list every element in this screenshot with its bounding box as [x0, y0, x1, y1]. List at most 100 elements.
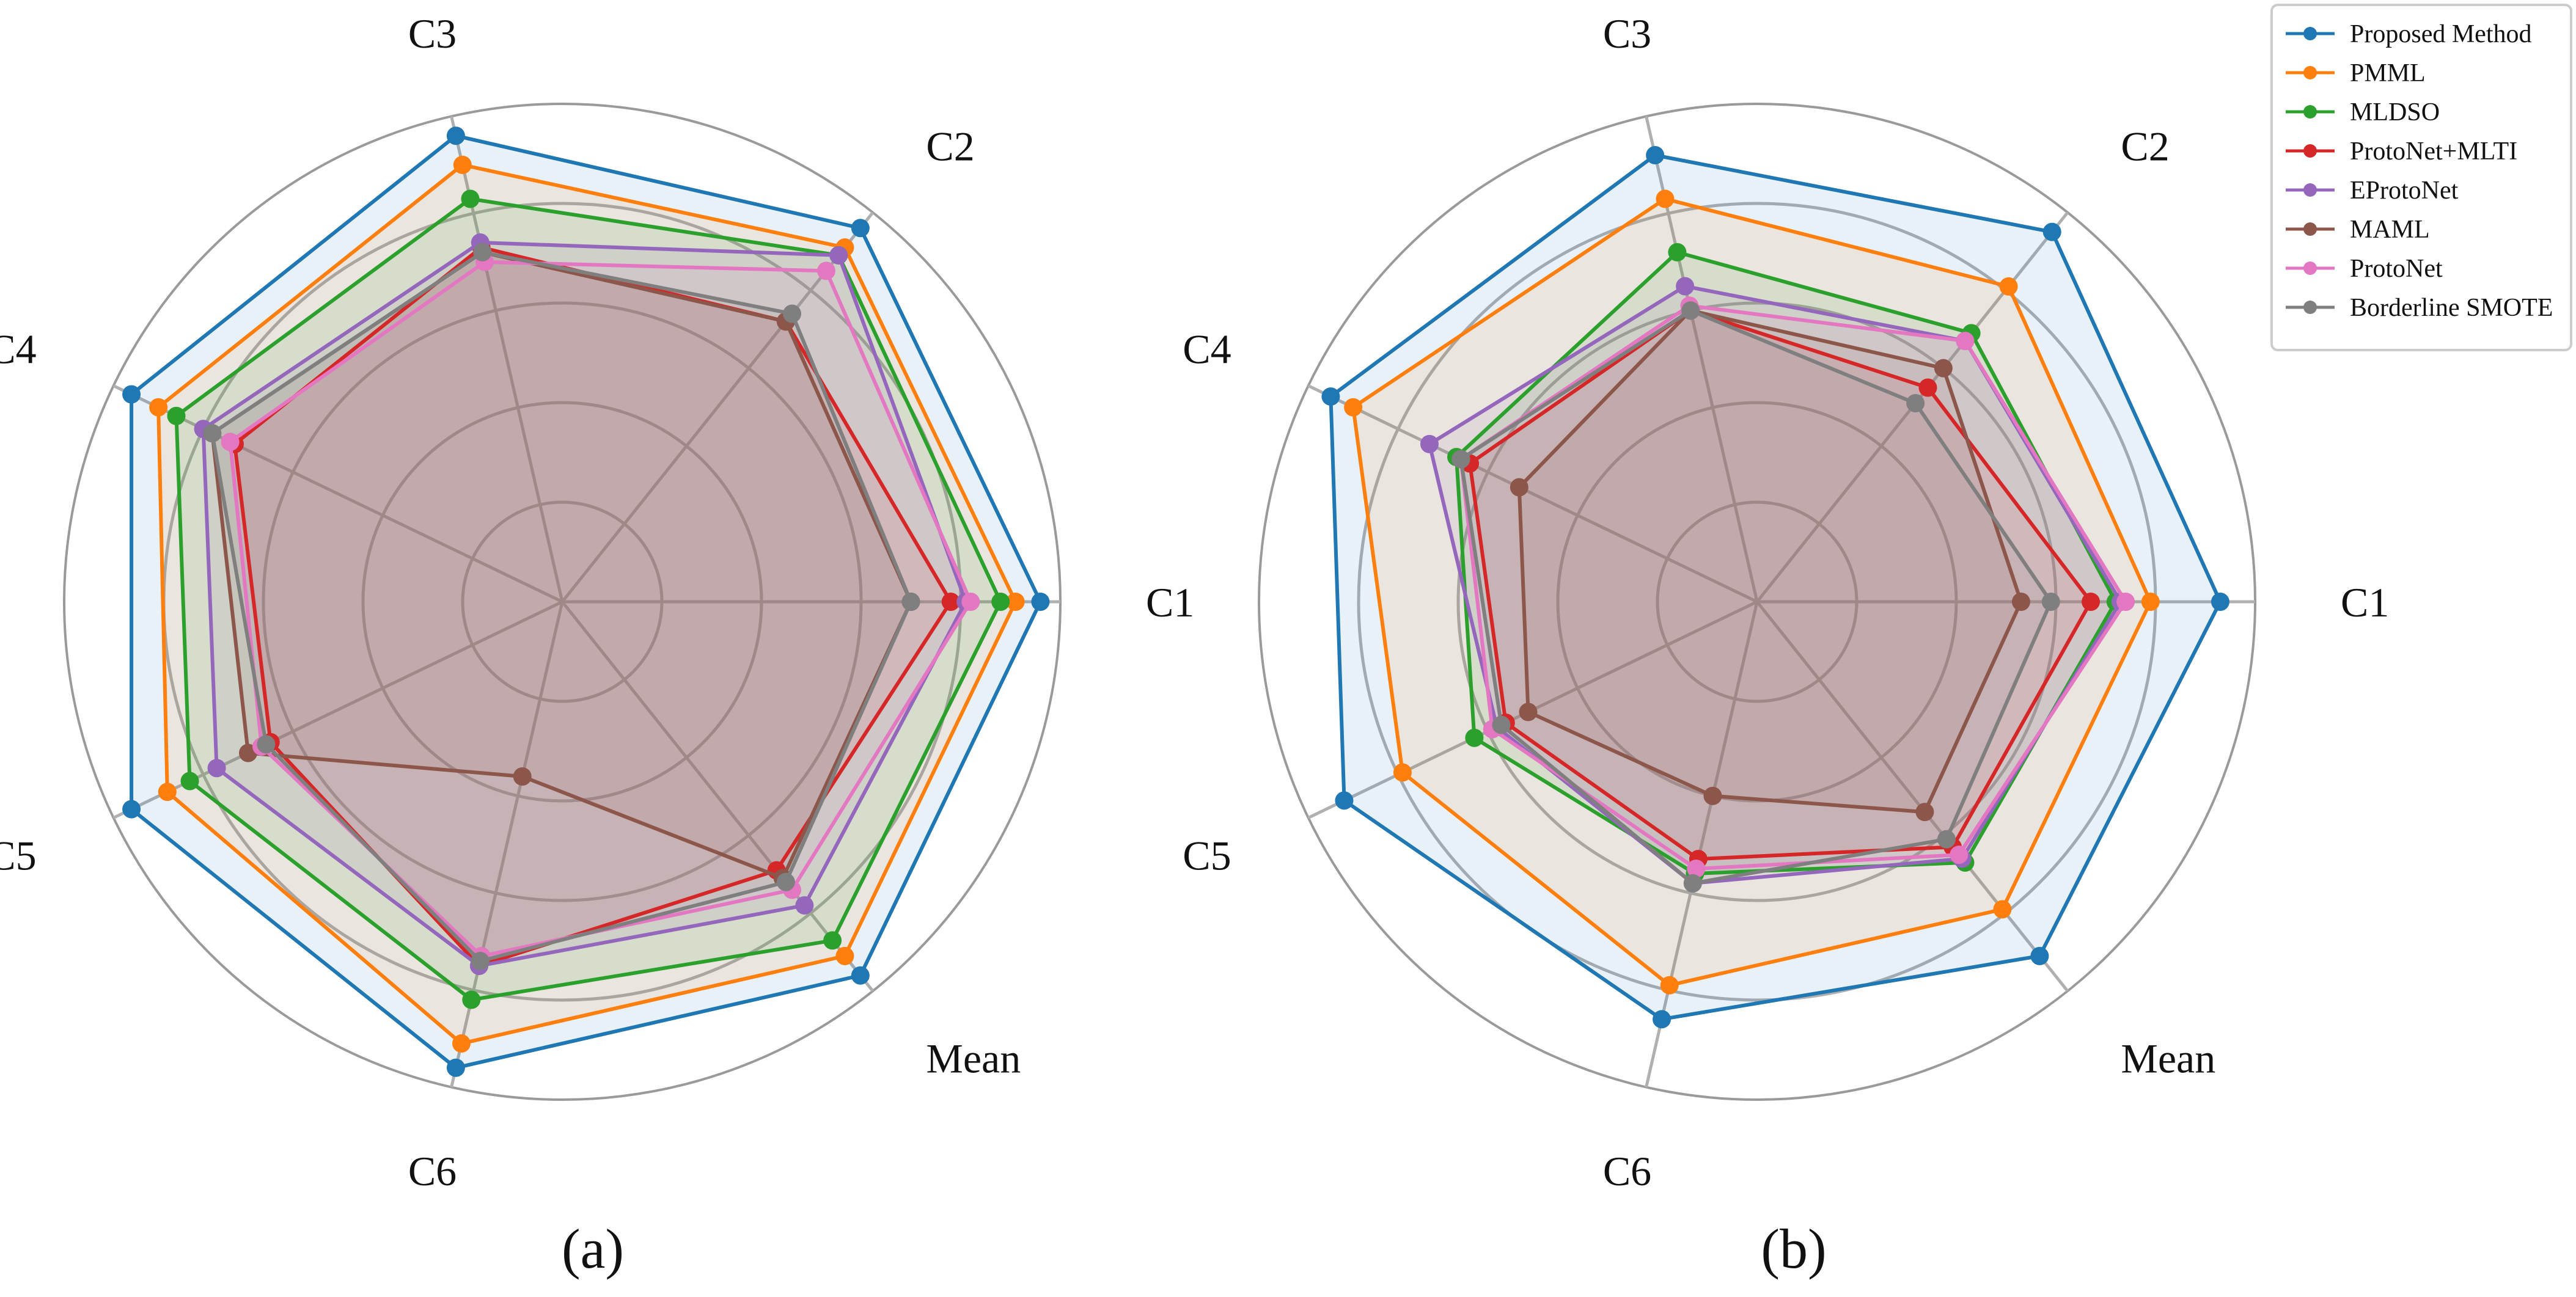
point-proposed-method-c1 [1031, 593, 1050, 611]
point-proposed-method-mean [2030, 946, 2049, 965]
point-protonet-c1 [961, 593, 980, 611]
point-borderline-smote-c6 [1683, 874, 1702, 893]
point-mldso-c4 [167, 406, 186, 425]
point-maml-c5 [1519, 703, 1538, 722]
point-borderline-smote-c2 [783, 304, 802, 323]
axis-label-c1: C1 [2341, 579, 2389, 626]
line-borderline-smote [210, 250, 913, 963]
point-maml-c6 [1703, 786, 1722, 805]
spoke-mean [1756, 601, 2069, 992]
point-proposed-method-c6 [446, 1058, 465, 1077]
radar-panel-a: C1 C2 C3 C4 C5 C6 Mean [0, 10, 1194, 1194]
axis-label-c4: C4 [0, 326, 37, 373]
point-protonet-c2 [816, 261, 835, 280]
point-proposed-method-c6 [1653, 1010, 1671, 1029]
point-protonet-c1 [2116, 593, 2135, 611]
point-maml-c2 [1934, 359, 1953, 378]
area-borderline-smote [212, 252, 911, 961]
line-maml [1517, 309, 2023, 814]
legend-frame [2270, 4, 2572, 351]
point-eprotonet-c2 [829, 246, 848, 265]
point-pmml-c2 [1999, 277, 2018, 296]
point-proposed-method-c1 [2211, 593, 2229, 611]
axis-label-c3: C3 [408, 10, 457, 57]
point-borderline-smote-mean [776, 872, 795, 891]
point-proposed-method-c5 [122, 800, 141, 819]
axis-label-c5: C5 [1183, 832, 1231, 879]
area-protonet-mlti [1470, 310, 2091, 860]
legend-label-protonet-mlti: ProtoNet+MLTI [2350, 137, 2517, 166]
point-borderline-smote-c4 [1451, 450, 1470, 469]
point-pmml-c4 [149, 398, 168, 417]
point-protonet-mlti-c1 [2082, 593, 2101, 611]
area-pmml [158, 164, 1016, 1044]
legend-marker-pmml [2303, 66, 2317, 79]
point-protonet-mean [1950, 846, 1969, 864]
legend-label-proposed-method: Proposed Method [2350, 20, 2532, 48]
legend-label-pmml: PMML [2350, 59, 2426, 87]
axis-label-c4: C4 [1183, 326, 1231, 373]
line-protonet [228, 260, 973, 958]
area-maml [1519, 310, 2021, 813]
point-borderline-smote-c3 [1681, 301, 1700, 320]
area-eprotonet [203, 243, 966, 966]
legend-marker-protonet-mlti [2303, 144, 2317, 158]
area-protonet [1461, 305, 2126, 869]
legend-marker-protonet [2303, 261, 2317, 275]
axis-label-c1: C1 [1146, 579, 1194, 626]
point-pmml-c3 [453, 155, 472, 174]
point-proposed-method-mean [851, 966, 870, 985]
radar-panel-b: C1 C2 C3 C4 C5 C6 Mean [1183, 10, 2389, 1194]
legend-marker-maml [2303, 222, 2317, 236]
line-borderline-smote [1459, 309, 2053, 885]
point-eprotonet-c3 [1676, 277, 1695, 296]
line-protonet-mlti [1468, 309, 2093, 861]
point-pmml-c5 [1393, 763, 1412, 782]
legend-label-mldso: MLDSO [2350, 98, 2440, 126]
point-protonet-mlti-c2 [1918, 378, 1937, 397]
spoke-c4 [1307, 384, 1758, 604]
area-mldso [1456, 252, 2116, 874]
area-mldso [176, 199, 1001, 1000]
point-borderline-smote-c1 [901, 593, 920, 611]
point-mldso-c5 [1465, 728, 1484, 747]
point-pmml-c1 [2141, 593, 2160, 611]
line-eprotonet [201, 241, 968, 968]
line-maml [210, 250, 913, 880]
point-maml-mean [1915, 803, 1934, 822]
point-pmml-c5 [158, 783, 177, 802]
panel-label-b: (b) [1761, 1218, 1826, 1280]
line-protonet [1459, 304, 2128, 871]
legend-marker-mldso [2303, 105, 2317, 119]
axis-label-c2: C2 [926, 123, 974, 169]
point-mldso-c5 [180, 772, 199, 791]
point-pmml-c1 [1006, 593, 1025, 611]
point-pmml-c4 [1344, 398, 1363, 417]
spoke-mean [561, 601, 875, 992]
legend-marker-eprotonet [2303, 183, 2317, 197]
axis-label-mean: Mean [2121, 1036, 2215, 1082]
point-mldso-c3 [461, 189, 480, 208]
legend-label-protonet: ProtoNet [2350, 255, 2443, 283]
point-borderline-smote-c2 [1906, 394, 1925, 413]
point-pmml-c6 [452, 1034, 471, 1053]
point-mldso-c3 [1668, 243, 1687, 261]
point-protonet-c4 [221, 433, 240, 451]
panel-label-a: (a) [562, 1218, 624, 1280]
legend-label-eprotonet: EProtoNet [2350, 177, 2459, 205]
point-eprotonet-mean [795, 896, 814, 915]
point-mldso-c6 [462, 990, 481, 1009]
point-mldso-mean [823, 931, 842, 950]
point-proposed-method-c5 [1335, 791, 1354, 810]
point-pmml-mean [1993, 900, 2012, 919]
axis-label-c5: C5 [0, 832, 37, 879]
line-eprotonet [1428, 284, 2123, 885]
spoke-c6 [1645, 601, 1759, 1088]
area-eprotonet [1429, 286, 2121, 883]
point-proposed-method-c2 [851, 219, 870, 238]
line-pmml [1351, 197, 2152, 987]
point-protonet-c6 [1687, 860, 1706, 879]
point-proposed-method-c2 [2042, 222, 2061, 241]
legend-label-maml: MAML [2350, 216, 2430, 244]
